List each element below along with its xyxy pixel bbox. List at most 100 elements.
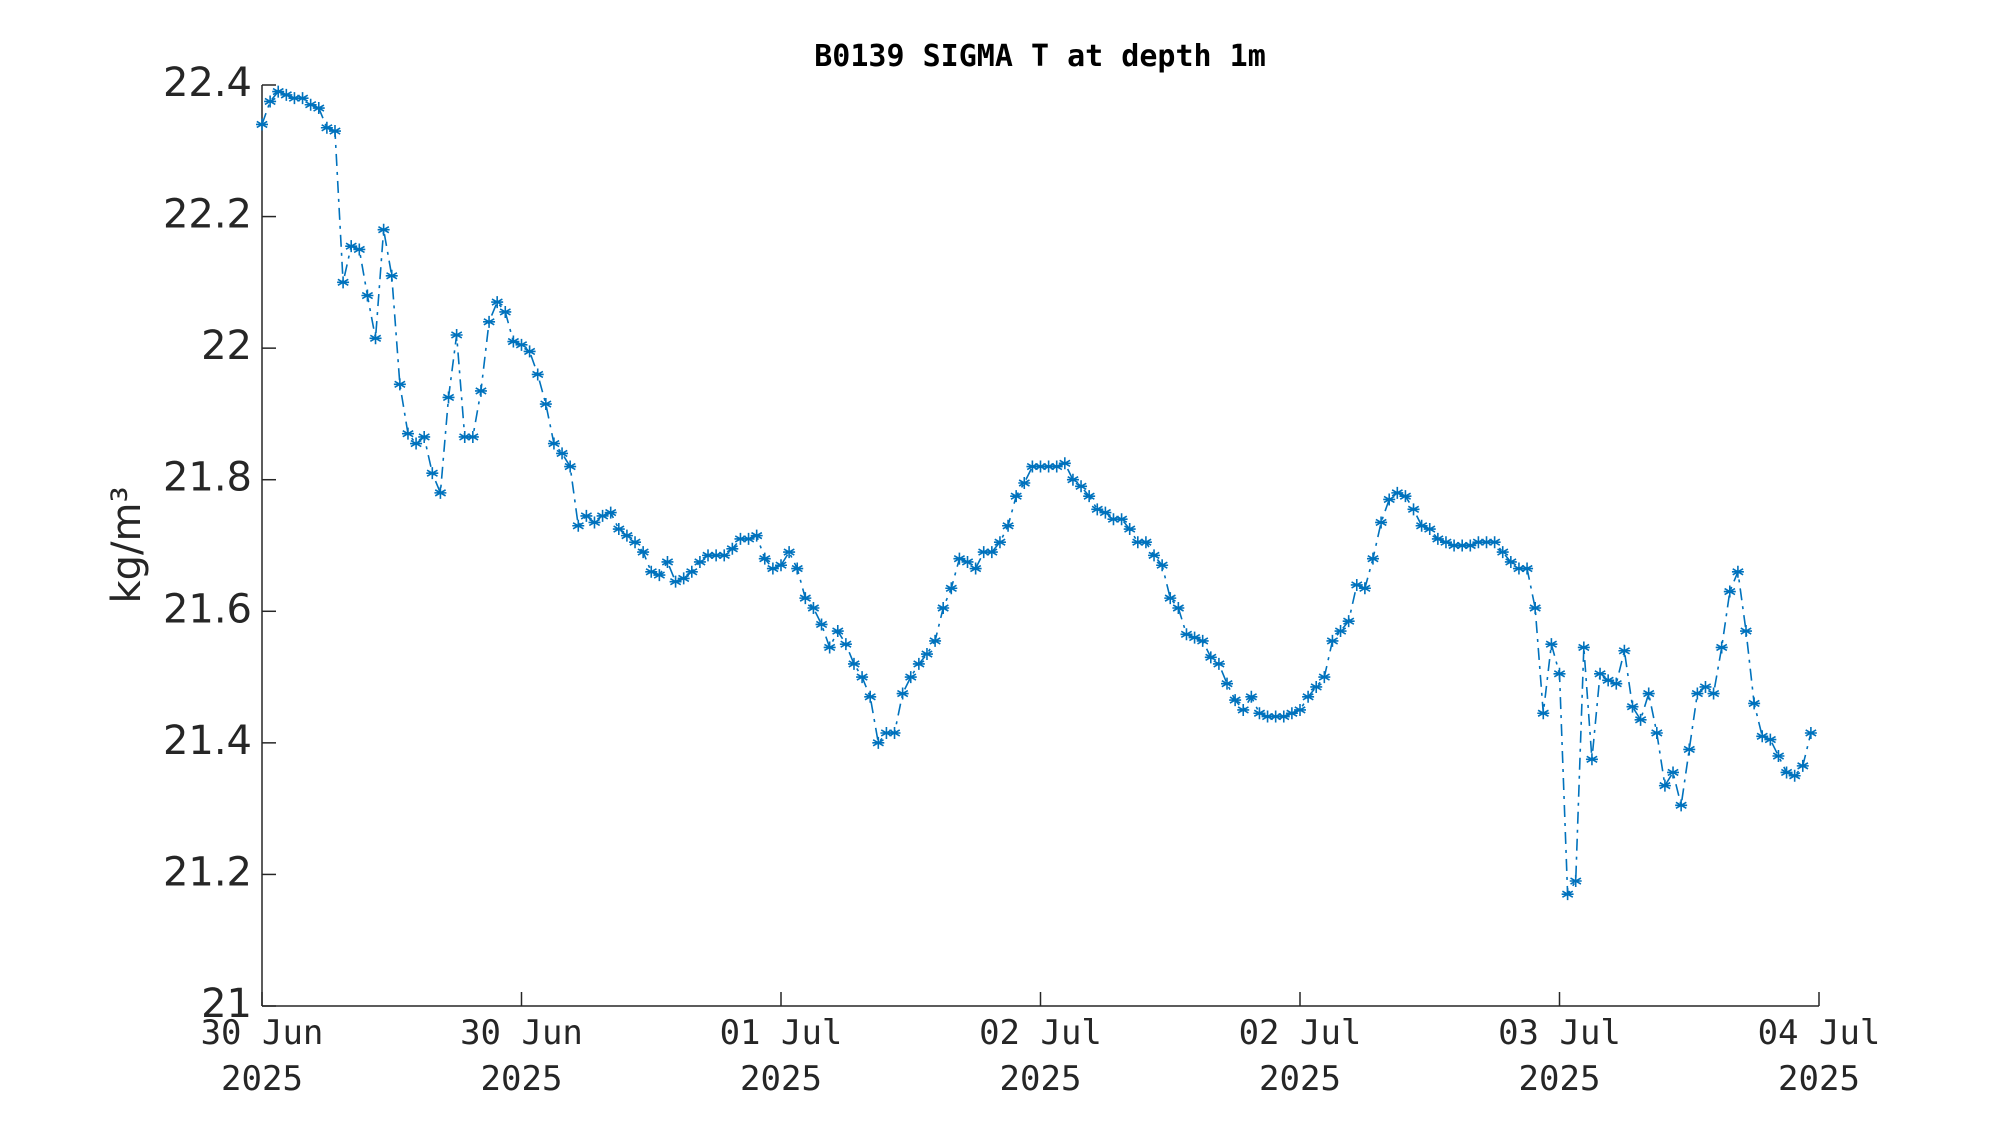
data-point (1334, 625, 1347, 638)
data-point (1448, 539, 1461, 552)
data-point (1496, 546, 1509, 559)
data-point (264, 95, 277, 108)
data-point (977, 546, 990, 559)
data-point (1585, 753, 1598, 766)
data-point (872, 736, 885, 749)
data-point (604, 506, 617, 519)
data-point (896, 687, 909, 700)
data-point (1075, 480, 1088, 493)
data-point (1472, 536, 1485, 549)
data-point (1326, 634, 1339, 647)
x-tick-label: 30 Jun 2025 (460, 1013, 583, 1099)
data-point (1594, 667, 1607, 680)
data-point (1423, 523, 1436, 536)
data-point (1626, 700, 1639, 713)
data-point (993, 536, 1006, 549)
data-point (985, 546, 998, 559)
data-point (1148, 549, 1161, 562)
data-point (1107, 513, 1120, 526)
data-point (1642, 687, 1655, 700)
data-point (1723, 585, 1736, 598)
data-point (1115, 513, 1128, 526)
data-point (1715, 641, 1728, 654)
data-point (564, 460, 577, 473)
data-point (580, 509, 593, 522)
data-point (450, 328, 463, 341)
data-point (847, 657, 860, 670)
y-tick-label: 21 (201, 981, 252, 1027)
data-point (1058, 457, 1071, 470)
data-point (1748, 697, 1761, 710)
data-point (1658, 779, 1671, 792)
data-point (929, 634, 942, 647)
data-point (1188, 631, 1201, 644)
data-point (856, 671, 869, 684)
data-point (483, 315, 496, 328)
data-point (1399, 490, 1412, 503)
data-point (1042, 460, 1055, 473)
data-point (1431, 532, 1444, 545)
x-tick-label: 03 Jul 2025 (1498, 1013, 1621, 1099)
data-point (888, 726, 901, 739)
data-point (328, 125, 341, 138)
data-point (839, 638, 852, 651)
data-point (320, 121, 333, 134)
data-point (385, 269, 398, 282)
series-line (261, 90, 1812, 897)
data-point (531, 368, 544, 381)
data-point (653, 569, 666, 582)
data-point (1634, 713, 1647, 726)
data-point (912, 657, 925, 670)
data-point (823, 641, 836, 654)
data-point (1318, 671, 1331, 684)
data-point (1237, 703, 1250, 716)
data-point (337, 276, 350, 289)
data-point (920, 648, 933, 661)
data-point (272, 85, 285, 98)
data-point (1569, 875, 1582, 888)
data-point (296, 92, 309, 105)
data-point (1439, 536, 1452, 549)
y-tick-label: 21.6 (163, 586, 252, 632)
data-point (1204, 651, 1217, 664)
data-point (1804, 726, 1817, 739)
data-point (1707, 687, 1720, 700)
data-point (1123, 523, 1136, 536)
data-point (515, 338, 528, 351)
data-point (612, 523, 625, 536)
data-point (1561, 888, 1574, 901)
data-point (620, 529, 633, 542)
data-point (1302, 690, 1315, 703)
data-point (1537, 707, 1550, 720)
data-point (401, 427, 414, 440)
chart-title: B0139 SIGMA T at depth 1m (814, 39, 1266, 74)
data-point (961, 555, 974, 568)
y-tick-label: 21.2 (163, 849, 252, 895)
data-point (1512, 562, 1525, 575)
data-point (766, 562, 779, 575)
data-point (458, 430, 471, 443)
data-point (1269, 710, 1282, 723)
data-point (742, 532, 755, 545)
data-point (1383, 493, 1396, 506)
data-point (1675, 799, 1688, 812)
data-point (880, 726, 893, 739)
data-point (953, 552, 966, 565)
data-point (556, 447, 569, 460)
data-point (1740, 625, 1753, 638)
data-point (718, 549, 731, 562)
data-point (1780, 766, 1793, 779)
data-point (466, 430, 479, 443)
data-point (1172, 602, 1185, 614)
data-point (1756, 730, 1769, 743)
data-point (702, 549, 715, 562)
data-point (1683, 743, 1696, 756)
data-point (572, 519, 585, 532)
data-point (523, 345, 536, 358)
y-tick-label: 21.4 (163, 718, 252, 764)
data-point (1504, 555, 1517, 568)
data-point (1034, 460, 1047, 473)
data-point (288, 92, 301, 105)
